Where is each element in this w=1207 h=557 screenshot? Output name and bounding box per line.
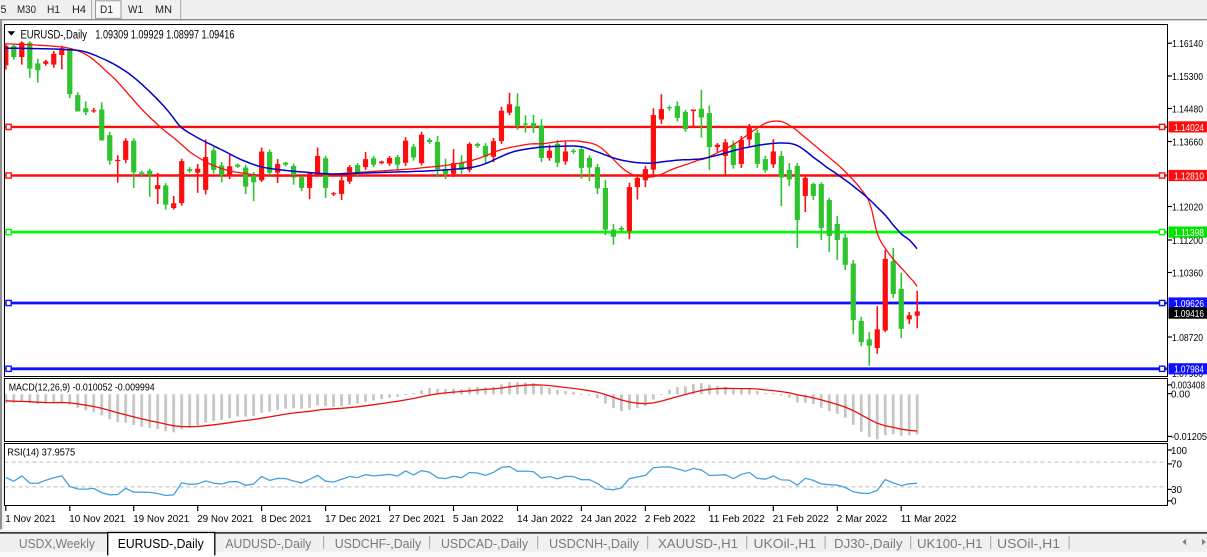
svg-text:0: 0 bbox=[1171, 496, 1177, 508]
svg-text:1 Nov 2021: 1 Nov 2021 bbox=[5, 513, 56, 525]
svg-text:1.09309 1.09929 1.08997 1.0941: 1.09309 1.09929 1.08997 1.09416 bbox=[95, 29, 234, 41]
svg-text:70: 70 bbox=[1171, 459, 1182, 471]
svg-text:D1: D1 bbox=[100, 4, 113, 16]
svg-text:EURUSD-,Daily: EURUSD-,Daily bbox=[118, 536, 204, 551]
svg-text:24 Jan 2022: 24 Jan 2022 bbox=[581, 513, 637, 525]
svg-text:10 Nov 2021: 10 Nov 2021 bbox=[69, 513, 125, 525]
svg-text:29 Nov 2021: 29 Nov 2021 bbox=[197, 513, 253, 525]
svg-text:1.15300: 1.15300 bbox=[1172, 71, 1203, 83]
svg-text:W1: W1 bbox=[128, 4, 143, 16]
svg-text:RSI(14) 37.9575: RSI(14) 37.9575 bbox=[7, 446, 75, 458]
svg-text:30: 30 bbox=[1171, 484, 1182, 496]
svg-text:AUDUSD-,Daily: AUDUSD-,Daily bbox=[225, 536, 311, 551]
svg-text:MN: MN bbox=[155, 4, 172, 16]
svg-text:1.13660: 1.13660 bbox=[1172, 136, 1203, 148]
svg-text:1.14480: 1.14480 bbox=[1172, 103, 1203, 115]
svg-text:5 Jan 2022: 5 Jan 2022 bbox=[453, 513, 504, 525]
svg-text:1.07984: 1.07984 bbox=[1174, 364, 1204, 376]
svg-text:H1: H1 bbox=[47, 4, 60, 16]
svg-text:EURUSD-,Daily: EURUSD-,Daily bbox=[21, 29, 88, 41]
svg-text:1.12020: 1.12020 bbox=[1172, 201, 1203, 213]
svg-text:USDX,Weekly: USDX,Weekly bbox=[19, 536, 95, 551]
svg-text:MACD(12,26,9) -0.010052 -0.009: MACD(12,26,9) -0.010052 -0.009994 bbox=[9, 382, 155, 394]
svg-text:1.14024: 1.14024 bbox=[1174, 122, 1204, 134]
svg-text:H4: H4 bbox=[72, 4, 86, 16]
svg-text:USDCNH-,Daily: USDCNH-,Daily bbox=[549, 536, 639, 551]
svg-text:UKOil-,H1: UKOil-,H1 bbox=[754, 536, 817, 551]
svg-text:14 Jan 2022: 14 Jan 2022 bbox=[517, 513, 573, 525]
svg-text:USDCAD-,Daily: USDCAD-,Daily bbox=[441, 536, 528, 551]
svg-text:1.11200: 1.11200 bbox=[1172, 235, 1203, 247]
svg-text:UK100-,H1: UK100-,H1 bbox=[917, 536, 983, 551]
svg-text:-0.01205: -0.01205 bbox=[1171, 431, 1207, 443]
svg-text:11 Mar 2022: 11 Mar 2022 bbox=[901, 513, 957, 525]
svg-text:M30: M30 bbox=[17, 4, 36, 16]
svg-text:1.09416: 1.09416 bbox=[1174, 308, 1204, 320]
svg-text:8 Dec 2021: 8 Dec 2021 bbox=[261, 513, 312, 525]
svg-text:1.10360: 1.10360 bbox=[1172, 267, 1203, 279]
svg-text:XAUUSD-,H1: XAUUSD-,H1 bbox=[658, 536, 738, 551]
svg-text:21 Feb 2022: 21 Feb 2022 bbox=[773, 513, 829, 525]
svg-text:100: 100 bbox=[1171, 445, 1187, 457]
svg-text:1.08720: 1.08720 bbox=[1172, 332, 1203, 344]
svg-text:USOil-,H1: USOil-,H1 bbox=[997, 536, 1060, 551]
svg-text:2 Feb 2022: 2 Feb 2022 bbox=[645, 513, 696, 525]
svg-text:2 Mar 2022: 2 Mar 2022 bbox=[837, 513, 888, 525]
svg-text:27 Dec 2021: 27 Dec 2021 bbox=[389, 513, 445, 525]
svg-text:5: 5 bbox=[1, 4, 7, 16]
svg-text:1.11398: 1.11398 bbox=[1174, 227, 1204, 239]
svg-text:19 Nov 2021: 19 Nov 2021 bbox=[133, 513, 189, 525]
svg-text:1.12810: 1.12810 bbox=[1174, 170, 1204, 182]
svg-text:17 Dec 2021: 17 Dec 2021 bbox=[325, 513, 381, 525]
svg-text:1.16140: 1.16140 bbox=[1172, 38, 1203, 50]
svg-text:0.003408: 0.003408 bbox=[1171, 380, 1205, 392]
svg-text:11 Feb 2022: 11 Feb 2022 bbox=[709, 513, 765, 525]
svg-text:DJ30-,Daily: DJ30-,Daily bbox=[834, 536, 903, 551]
svg-text:1.09626: 1.09626 bbox=[1174, 298, 1204, 310]
svg-text:0.00: 0.00 bbox=[1171, 388, 1190, 400]
svg-text:USDCHF-,Daily: USDCHF-,Daily bbox=[335, 536, 422, 551]
